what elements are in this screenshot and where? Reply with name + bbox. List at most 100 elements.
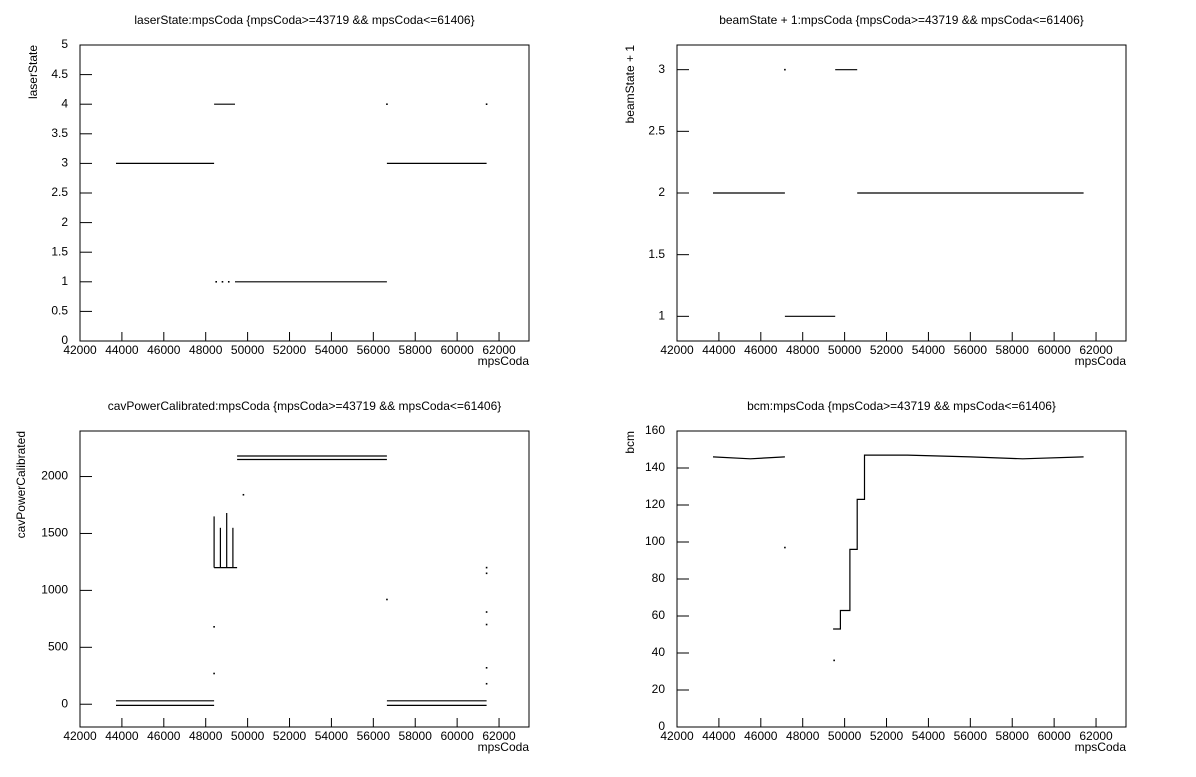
- y-tick-label: 80: [652, 571, 666, 585]
- y-tick-label: 100: [645, 534, 665, 548]
- x-tick-label: 50000: [231, 343, 265, 357]
- x-tick-label: 60000: [1037, 343, 1071, 357]
- x-tick-label: 42000: [660, 729, 694, 743]
- point: [485, 566, 488, 569]
- point: [386, 598, 388, 601]
- x-tick-label: 58000: [399, 343, 433, 357]
- x-tick-label: 46000: [744, 343, 778, 357]
- point: [215, 281, 217, 283]
- x-tick-label: 54000: [912, 729, 946, 743]
- x-tick-label: 56000: [954, 729, 988, 743]
- plot-frame: [676, 430, 1127, 728]
- point: [485, 103, 488, 105]
- y-tick-label: 140: [645, 460, 665, 474]
- x-tick-label: 60000: [440, 343, 474, 357]
- point: [213, 672, 215, 675]
- y-tick-label: 1: [61, 274, 68, 288]
- x-tick-label: 54000: [912, 343, 946, 357]
- y-tick-label: 4.5: [51, 67, 68, 81]
- chart-title: beamState + 1:mpsCoda {mpsCoda>=43719 &&…: [719, 13, 1084, 27]
- x-tick-label: 60000: [1037, 729, 1071, 743]
- y-tick-label: 3: [658, 62, 665, 76]
- x-tick-label: 48000: [786, 343, 820, 357]
- x-tick-label: 48000: [189, 343, 223, 357]
- y-tick-label: 500: [48, 639, 68, 653]
- point: [485, 572, 488, 575]
- x-axis-label: mpsCoda: [478, 740, 530, 754]
- x-tick-label: 48000: [786, 729, 820, 743]
- plot-frame: [79, 44, 530, 342]
- y-tick-label: 1500: [41, 526, 68, 540]
- y-tick-label: 2.5: [51, 185, 68, 199]
- x-axis-label: mpsCoda: [478, 354, 530, 368]
- point: [221, 281, 224, 283]
- x-tick-label: 50000: [231, 729, 265, 743]
- x-tick-label: 52000: [870, 343, 904, 357]
- x-tick-label: 52000: [273, 343, 307, 357]
- x-tick-label: 62000: [482, 729, 516, 743]
- x-tick-label: 44000: [702, 729, 736, 743]
- y-tick-label: 0.5: [51, 304, 68, 318]
- y-axis-label: laserState: [26, 45, 40, 99]
- y-axis-label: bcm: [623, 431, 637, 454]
- y-tick-label: 1: [658, 309, 665, 323]
- point: [833, 659, 835, 662]
- x-tick-label: 62000: [482, 343, 516, 357]
- y-tick-label: 0: [61, 696, 68, 710]
- x-tick-label: 52000: [870, 729, 904, 743]
- x-tick-label: 58000: [996, 343, 1030, 357]
- y-tick-label: 4: [61, 96, 68, 110]
- y-tick-label: 1.5: [648, 247, 665, 261]
- point: [227, 281, 230, 283]
- point: [485, 611, 488, 613]
- y-tick-label: 0: [658, 719, 665, 733]
- y-tick-label: 2: [658, 185, 665, 199]
- y-tick-label: 40: [652, 645, 666, 659]
- x-tick-label: 62000: [1079, 343, 1113, 357]
- y-tick-label: 2: [61, 215, 68, 229]
- y-tick-label: 160: [645, 423, 665, 437]
- y-tick-label: 0: [61, 333, 68, 347]
- x-tick-label: 46000: [147, 729, 181, 743]
- x-tick-label: 56000: [357, 343, 391, 357]
- x-tick-label: 54000: [315, 343, 349, 357]
- y-tick-label: 60: [652, 608, 666, 622]
- chart-title: laserState:mpsCoda {mpsCoda>=43719 && mp…: [134, 13, 474, 27]
- x-tick-label: 42000: [63, 729, 97, 743]
- y-tick-label: 20: [652, 682, 666, 696]
- y-tick-label: 3.5: [51, 126, 68, 140]
- point: [213, 626, 215, 628]
- x-tick-label: 54000: [315, 729, 349, 743]
- x-tick-label: 42000: [660, 343, 694, 357]
- x-tick-label: 46000: [147, 343, 181, 357]
- data-line: [833, 454, 1084, 630]
- x-tick-label: 56000: [357, 729, 391, 743]
- y-axis-label: beamState + 1: [623, 45, 637, 124]
- point: [485, 682, 488, 685]
- point: [784, 546, 786, 549]
- x-tick-label: 44000: [105, 729, 139, 743]
- x-tick-label: 58000: [399, 729, 433, 743]
- x-tick-label: 48000: [189, 729, 223, 743]
- x-tick-label: 44000: [702, 343, 736, 357]
- x-tick-label: 42000: [63, 343, 97, 357]
- y-axis-label: cavPowerCalibrated: [14, 431, 28, 538]
- x-tick-label: 44000: [105, 343, 139, 357]
- y-tick-label: 1.5: [51, 244, 68, 258]
- x-tick-label: 50000: [828, 729, 862, 743]
- y-tick-label: 3: [61, 156, 68, 170]
- x-axis-label: mpsCoda: [1075, 740, 1127, 754]
- point: [485, 667, 488, 669]
- x-axis-label: mpsCoda: [1075, 354, 1127, 368]
- chart-title: bcm:mpsCoda {mpsCoda>=43719 && mpsCoda<=…: [747, 399, 1056, 413]
- chart-title: cavPowerCalibrated:mpsCoda {mpsCoda>=437…: [108, 399, 502, 413]
- x-tick-label: 58000: [996, 729, 1030, 743]
- plot-frame: [79, 430, 530, 728]
- y-tick-label: 2.5: [648, 124, 665, 138]
- x-tick-label: 62000: [1079, 729, 1113, 743]
- x-tick-label: 52000: [273, 729, 307, 743]
- x-tick-label: 46000: [744, 729, 778, 743]
- x-tick-label: 56000: [954, 343, 988, 357]
- point: [784, 68, 786, 71]
